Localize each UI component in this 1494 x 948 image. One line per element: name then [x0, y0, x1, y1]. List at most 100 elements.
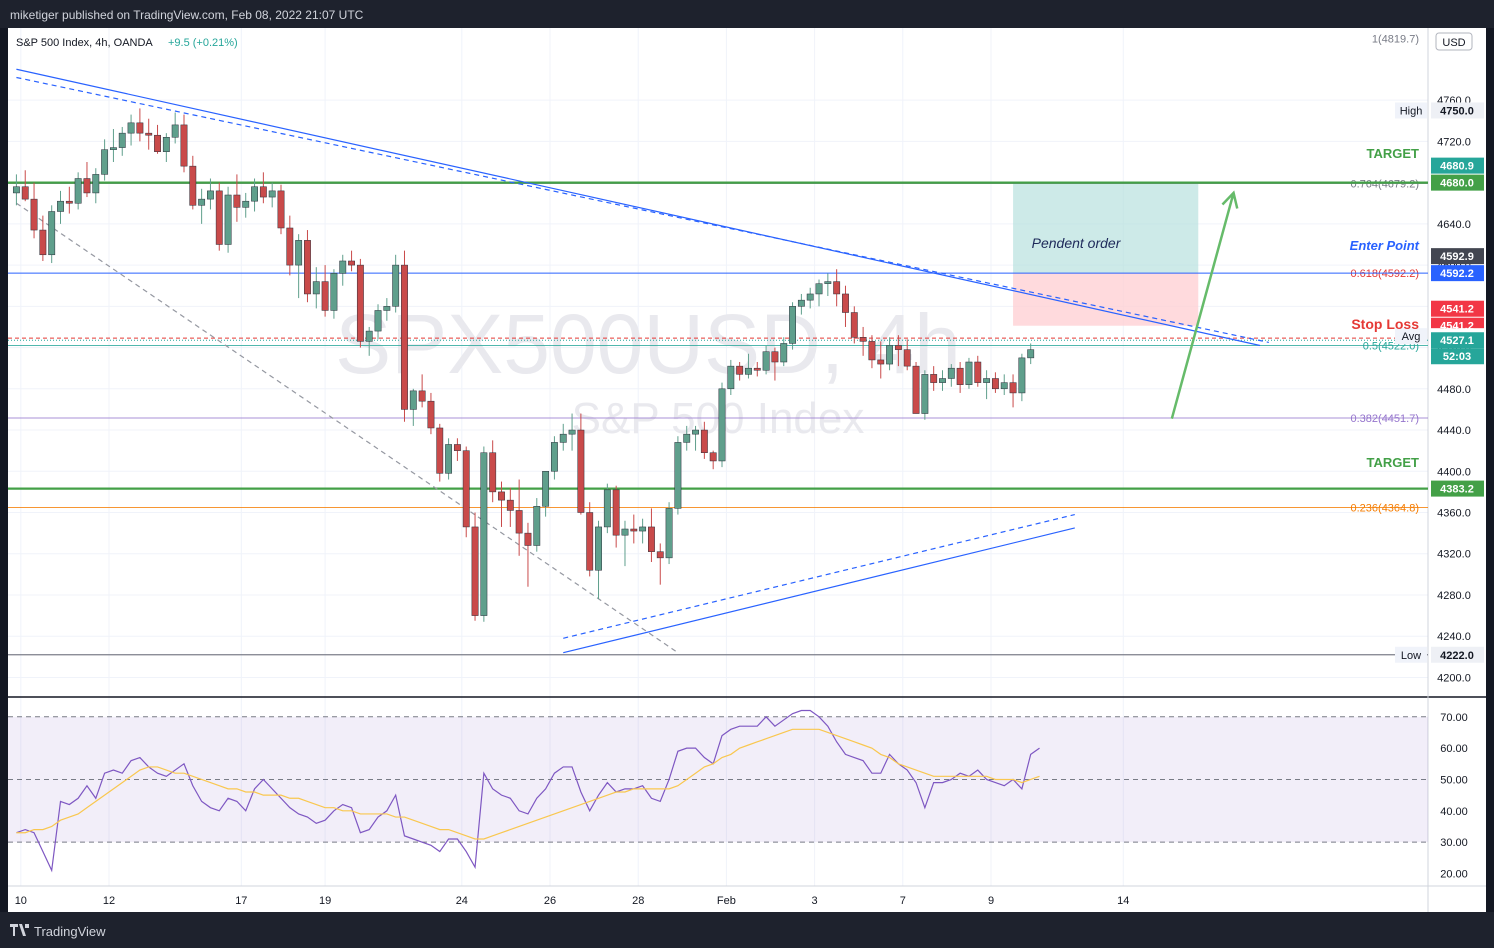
candle-body — [162, 137, 170, 152]
candle-body — [101, 149, 109, 175]
stop-loss-label: Stop Loss — [1351, 316, 1419, 332]
candle-body — [727, 365, 735, 390]
high-label: High — [1400, 105, 1423, 117]
candle-body — [842, 293, 849, 313]
candle-body — [401, 264, 408, 410]
candle-body — [374, 310, 382, 332]
currency-badge[interactable]: USD — [1435, 32, 1473, 51]
profit-zone — [1013, 181, 1199, 274]
candle-body — [171, 124, 179, 138]
fib-label: 0.382(4451.7) — [1351, 413, 1420, 425]
candles — [12, 108, 1035, 622]
candle-body — [630, 528, 638, 532]
candle-body — [383, 306, 391, 311]
candle-body — [154, 134, 161, 152]
price-axis[interactable]: 4760.04720.04680.04640.04600.04560.04520… — [1395, 95, 1484, 880]
candle-body — [930, 374, 938, 383]
candle-body — [92, 174, 100, 194]
fib-label: 0.764(4679.2) — [1351, 178, 1420, 190]
candle-body — [586, 512, 594, 571]
chart-frame[interactable]: SPX500USD, 4h S&P 500 Index 1(4819.7) 0.7… — [8, 28, 1486, 912]
low-label-bg — [1395, 646, 1427, 663]
published-text: miketiger published on TradingView.com, … — [10, 8, 364, 22]
candle-body — [145, 132, 153, 136]
enter-tag-a: 4592.9 — [1440, 251, 1474, 263]
time-axis[interactable]: 10 12 17 19 24 26 28 Feb 3 7 9 14 — [15, 895, 1130, 907]
rsi-tick-label: 20.00 — [1440, 868, 1468, 880]
candle-body — [392, 264, 400, 307]
candle-body — [251, 186, 258, 202]
candle-body — [674, 442, 682, 509]
candle-body — [233, 194, 241, 208]
grid — [8, 28, 1486, 912]
target-top-label: TARGET — [1367, 146, 1420, 161]
candle-body — [180, 124, 188, 167]
candle-body — [427, 400, 435, 429]
candle-body — [736, 365, 744, 375]
candle-body — [745, 367, 752, 375]
candle-body — [74, 178, 82, 204]
trendline — [16, 202, 679, 654]
candle-body — [30, 198, 38, 231]
candle-body — [259, 186, 267, 198]
candle-body — [436, 427, 444, 474]
price-tick-label: 4240.0 — [1437, 631, 1471, 643]
rsi-pane — [8, 709, 1428, 873]
stop-tag-a-bg — [1431, 300, 1484, 317]
candle-body — [577, 429, 585, 513]
candle-body — [242, 200, 250, 208]
time-tick-label: Feb — [717, 895, 736, 907]
pendent-order-label: Pendent order — [1032, 235, 1122, 251]
rsi-tick-label: 30.00 — [1440, 837, 1468, 849]
fib-levels: 1(4819.7)0.764(4679.2)0.618(4592.2)0.5(4… — [8, 34, 1428, 662]
time-tick-label: 28 — [632, 895, 644, 907]
high-price-tag-bg — [1431, 102, 1484, 119]
candle-body — [471, 526, 479, 616]
candle-body — [1009, 382, 1017, 394]
low-price-tag-bg — [1431, 646, 1484, 663]
candle-body — [453, 444, 461, 451]
candle-body — [568, 429, 576, 435]
price-tick-label: 4480.0 — [1437, 384, 1471, 396]
price-tick-label: 4280.0 — [1437, 590, 1471, 602]
publisher-bar: miketiger published on TradingView.com, … — [0, 0, 1494, 28]
candle-body — [48, 211, 56, 256]
watermark-name: S&P 500 Index — [572, 394, 865, 443]
candle-body — [868, 341, 876, 361]
countdown-tag: 52:03 — [1443, 351, 1471, 363]
time-tick-label: 17 — [235, 895, 247, 907]
footer-bar: TradingView — [0, 912, 1494, 948]
target-top-tag-a-bg — [1431, 157, 1484, 174]
price-tick-label: 4320.0 — [1437, 549, 1471, 561]
price-tick-label: 4200.0 — [1437, 672, 1471, 684]
candle-body — [550, 442, 558, 472]
candle-body — [656, 551, 664, 559]
trendlines[interactable] — [16, 68, 1269, 654]
candle-body — [886, 345, 894, 365]
candle-body — [815, 283, 823, 295]
watermark-symbol: SPX500USD, 4h — [335, 297, 961, 391]
target-top-tag-b-bg — [1431, 174, 1484, 191]
time-tick-label: 12 — [103, 895, 115, 907]
long-position-box[interactable] — [1013, 181, 1199, 326]
fib-label: 0.618(4592.2) — [1351, 268, 1420, 280]
rsi-tick-label: 40.00 — [1440, 806, 1468, 818]
candle-body — [312, 281, 320, 295]
candle-body — [445, 444, 453, 474]
candle-body — [718, 388, 726, 462]
candle-body — [462, 450, 470, 528]
candle-body — [321, 281, 329, 311]
countdown-tag-bg — [1431, 348, 1484, 365]
time-tick-label: 24 — [456, 895, 468, 907]
candle-body — [639, 526, 647, 532]
candle-body — [947, 367, 955, 379]
candle-body — [418, 390, 426, 402]
candle-body — [833, 281, 841, 295]
time-tick-label: 9 — [988, 895, 994, 907]
chart-svg[interactable]: SPX500USD, 4h S&P 500 Index 1(4819.7) 0.7… — [8, 28, 1486, 912]
candle-body — [83, 178, 91, 194]
candle-body — [57, 200, 64, 212]
candle-body — [683, 433, 691, 443]
candle-body — [612, 489, 620, 536]
last-price-tag: 4527.1 — [1440, 335, 1474, 347]
